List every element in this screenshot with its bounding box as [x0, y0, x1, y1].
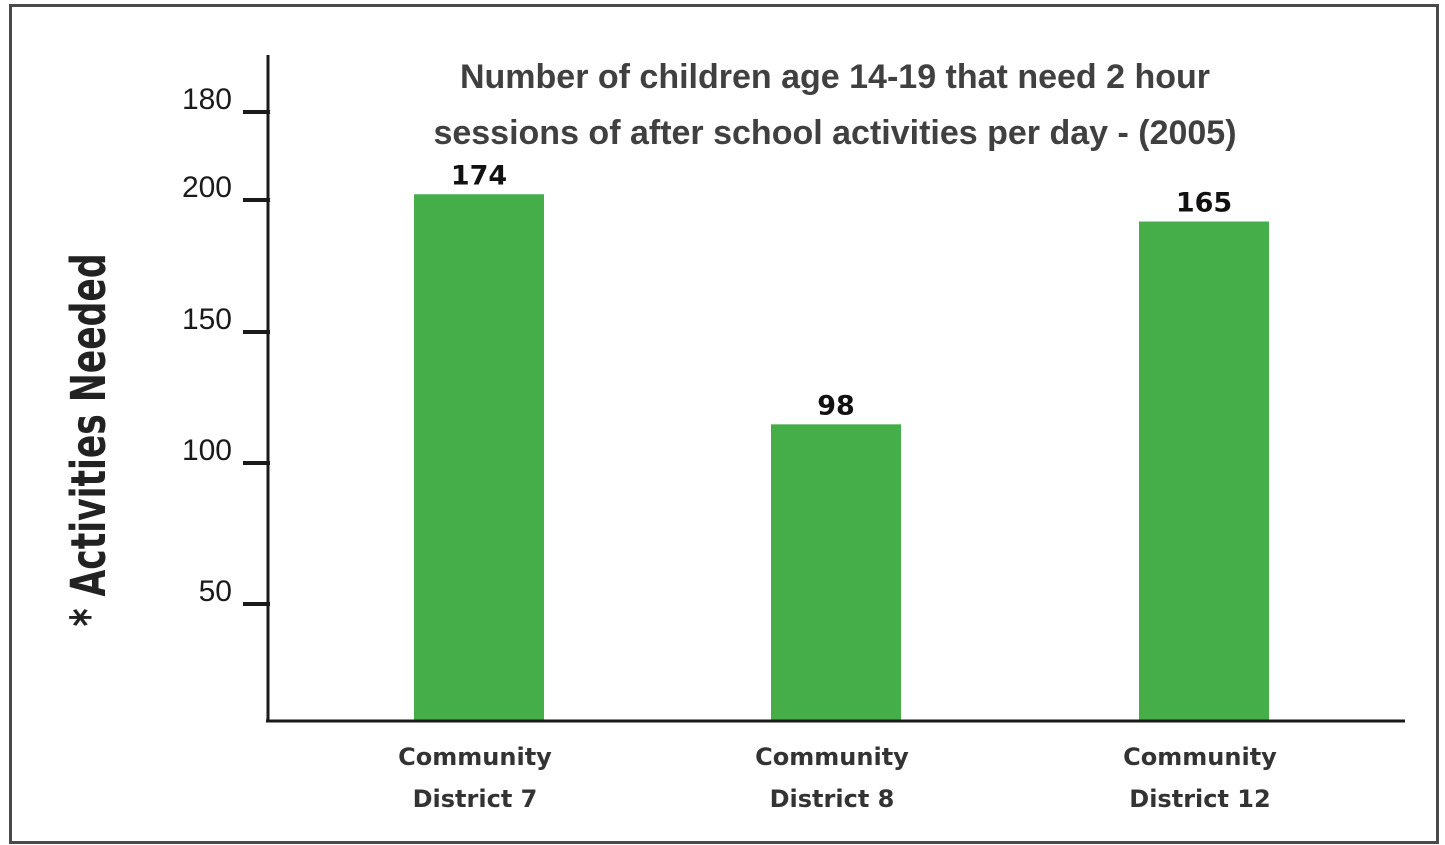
x-category-label: District 12	[1129, 785, 1270, 813]
y-tick-label: 150	[182, 303, 232, 336]
y-tick-label: 50	[199, 575, 232, 608]
y-tick-label: 180	[182, 83, 232, 116]
bar	[414, 194, 544, 722]
bar	[771, 424, 901, 721]
x-category-label: Community	[398, 743, 552, 771]
x-category-label: District 7	[413, 785, 538, 813]
y-tick-label: 100	[182, 434, 232, 467]
x-category-label: Community	[755, 743, 909, 771]
chart-title-line-2: sessions of after school activities per …	[433, 114, 1236, 152]
x-category-label: Community	[1123, 743, 1277, 771]
y-tick-label: 200	[182, 171, 232, 204]
data-label: 174	[451, 160, 507, 191]
data-label: 98	[817, 390, 855, 421]
bar	[1139, 221, 1269, 721]
chart-title-line-1: Number of children age 14-19 that need 2…	[460, 58, 1210, 96]
data-label: 165	[1176, 188, 1232, 219]
x-category-label: District 8	[770, 785, 895, 813]
y-axis-label: * Activities Needed	[60, 253, 116, 626]
